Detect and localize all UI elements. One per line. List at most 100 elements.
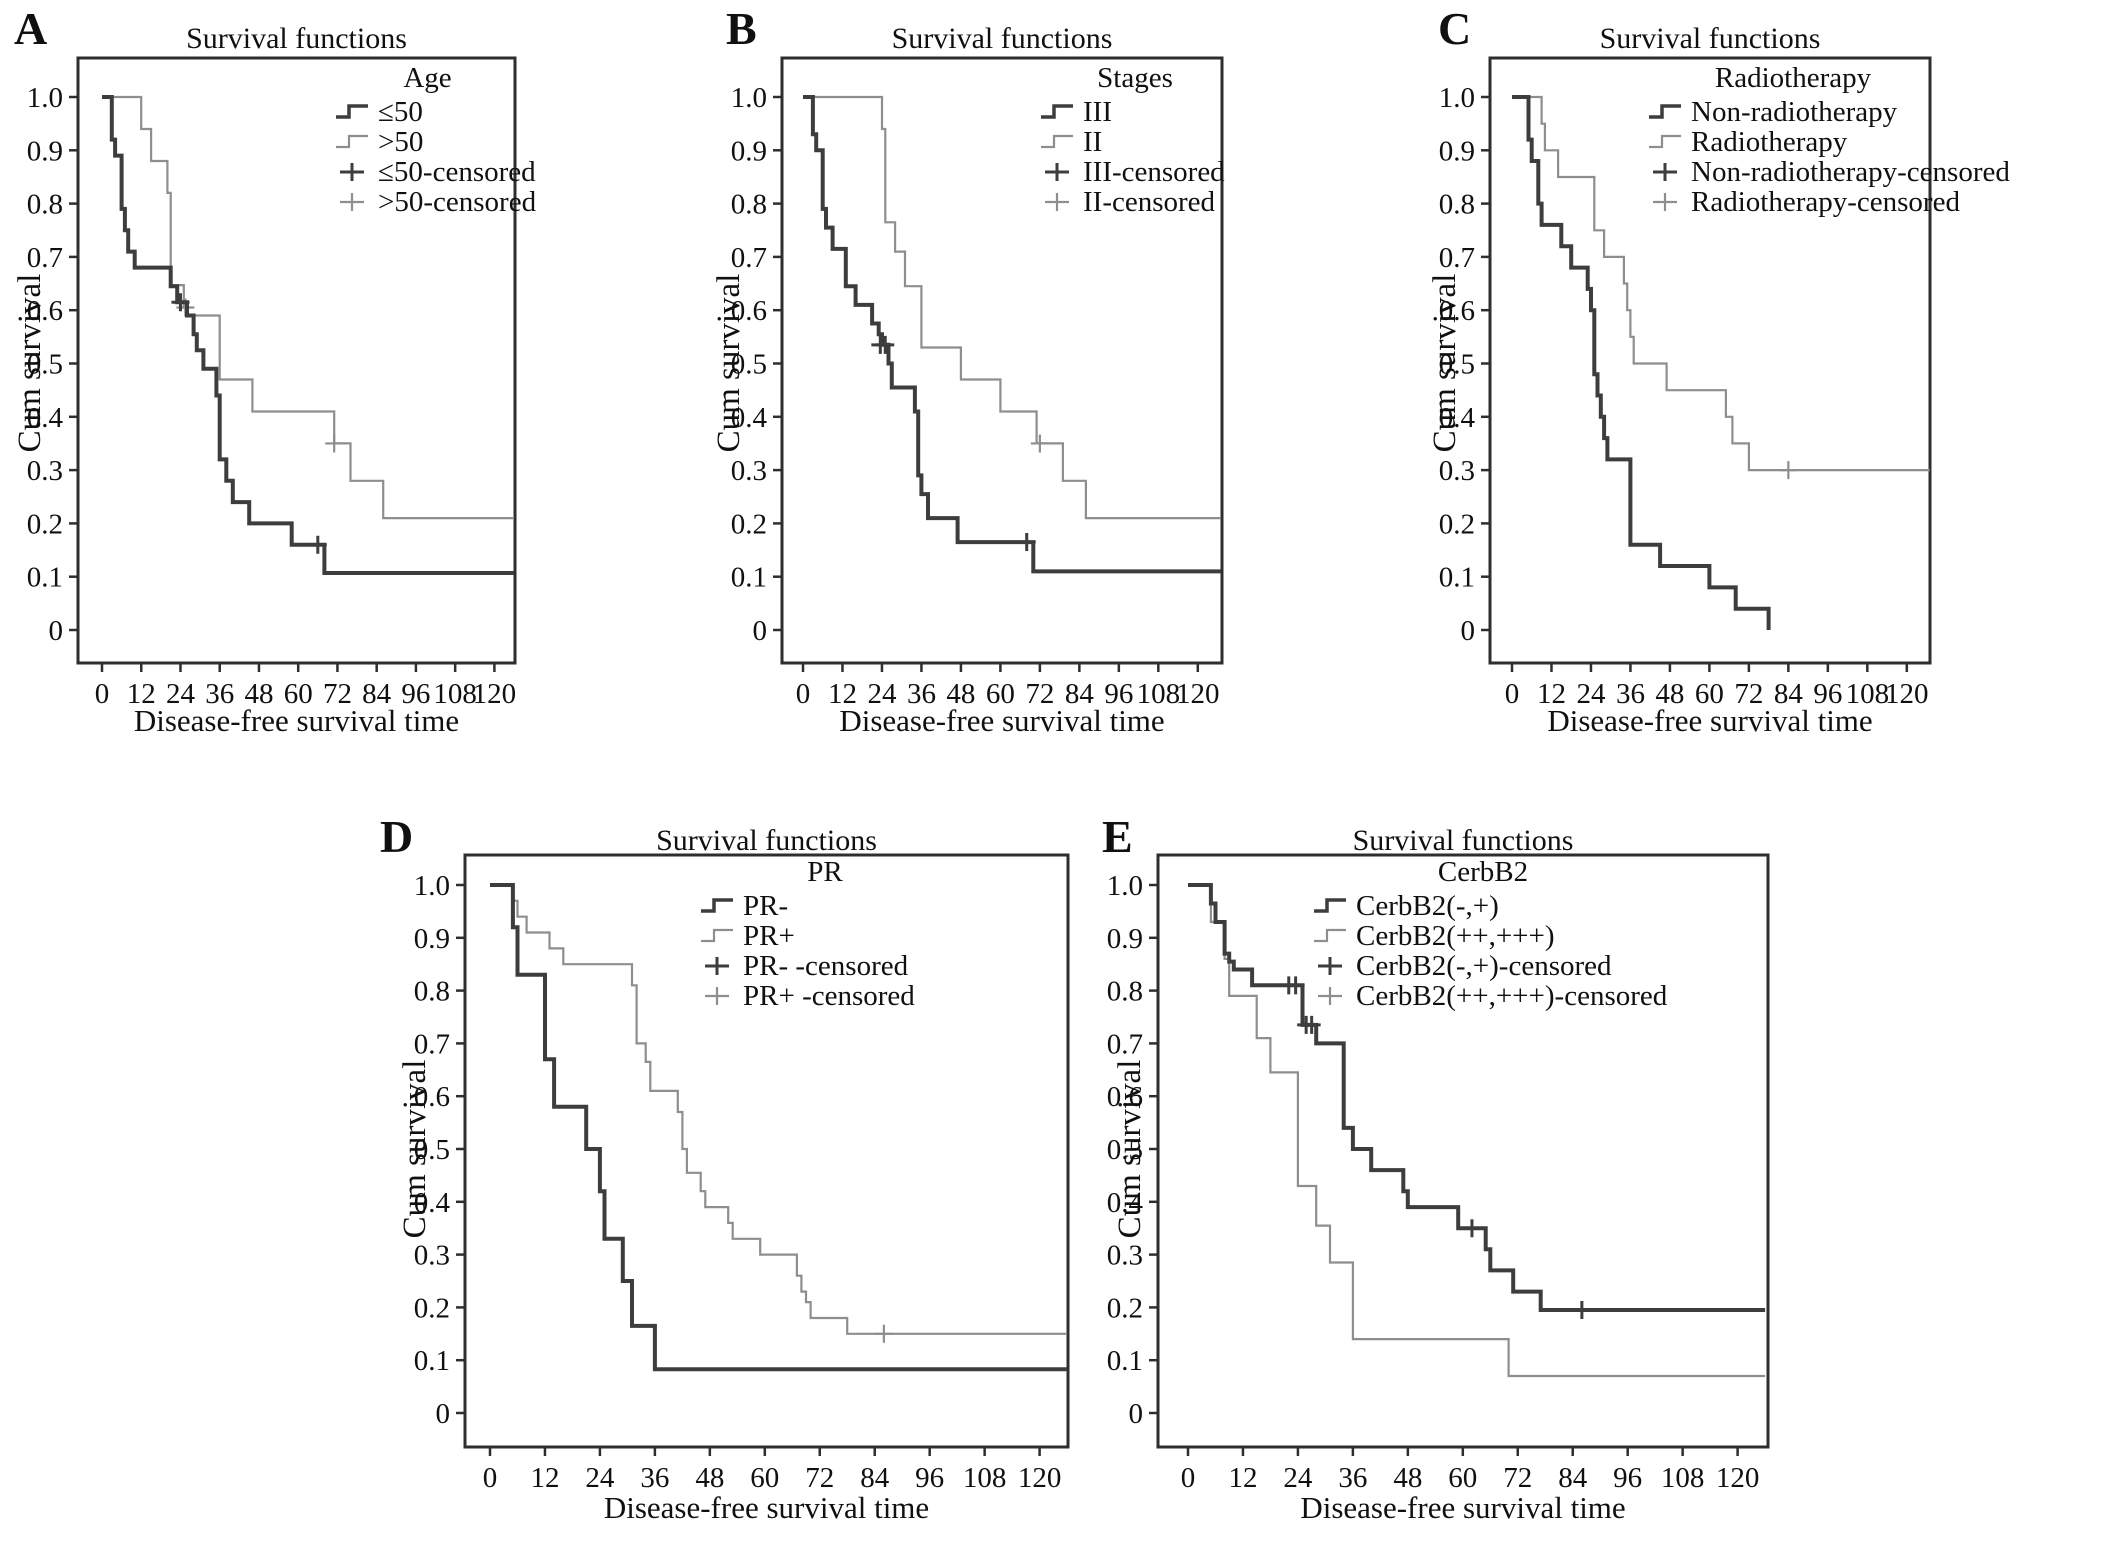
x-tick-label: 120 — [1885, 678, 1929, 710]
x-tick-label: 24 — [867, 678, 897, 710]
y-tick-label: 0.1 — [27, 562, 63, 594]
legend-title: PR — [807, 856, 843, 888]
x-tick-label: 0 — [1181, 1462, 1196, 1494]
y-tick-label: 0.4 — [27, 402, 64, 434]
legend-title: Stages — [1097, 62, 1173, 94]
legend-item: II-censored — [1040, 187, 1230, 217]
legend-title: CerbB2 — [1437, 856, 1529, 888]
x-axis-label: Disease-free survival time — [133, 703, 460, 738]
x-tick-label: 108 — [963, 1462, 1007, 1494]
y-tick-label: 0.2 — [1107, 1292, 1143, 1324]
x-tick-label: 0 — [1505, 678, 1520, 710]
legend-title: Age — [403, 62, 452, 94]
x-axis-label: Disease-free survival time — [1547, 703, 1873, 738]
step-line-icon — [1041, 134, 1073, 149]
x-tick-label: 0 — [796, 678, 811, 710]
x-tick-label: 84 — [1065, 678, 1095, 710]
y-axis-ticks: 1.0 0.9 0.8 0.7 0.6 0.5 0.4 0.3 0.2 0.1 0 — [414, 870, 465, 1430]
y-axis-ticks: 1.0 0.9 0.8 0.7 0.6 0.5 0.4 0.3 0.2 0.1 0 — [731, 82, 782, 647]
survival-curve — [1512, 95, 1930, 472]
plus-icon — [1017, 533, 1036, 552]
x-tick-label: 24 — [166, 678, 196, 710]
y-tick-label: 0.8 — [1107, 976, 1143, 1008]
legend-label: Radiotherapy — [1691, 126, 1848, 158]
y-axis-label: Cum survival — [1427, 273, 1463, 453]
legend-item: Non-radiotherapy — [1648, 97, 1938, 127]
step-line-icon — [1314, 928, 1346, 943]
y-tick-label: 0.4 — [1439, 402, 1476, 434]
y-tick-label: 1.0 — [1439, 82, 1475, 114]
x-tick-label: 12 — [127, 678, 156, 710]
y-tick-label: 0.8 — [1439, 189, 1475, 221]
x-tick-label: 36 — [1616, 678, 1645, 710]
y-tick-label: 1.0 — [27, 82, 63, 114]
y-tick-label: 0.5 — [731, 349, 767, 381]
x-tick-label: 24 — [585, 1462, 615, 1494]
chart-panel-d: D Survival functions 1.0 0.9 0.8 0.7 0.6 0.5 0… — [370, 800, 1110, 1545]
y-tick-label: 0.2 — [414, 1292, 450, 1324]
legend-label: >50-censored — [378, 186, 537, 218]
y-tick-label: 0.9 — [731, 135, 767, 167]
plus-icon — [1462, 1219, 1481, 1238]
plus-icon — [1030, 434, 1049, 453]
plus-icon — [705, 957, 729, 975]
legend-item: PR+ — [700, 921, 950, 951]
legend-label: PR- -censored — [743, 950, 909, 982]
chart-title: Survival functions — [186, 22, 407, 55]
y-tick-label: 0.8 — [731, 189, 767, 221]
y-tick-label: 0 — [1129, 1398, 1144, 1430]
x-tick-label: 96 — [1813, 678, 1842, 710]
y-tick-label: 0.6 — [1107, 1081, 1143, 1113]
x-axis-label: Disease-free survival time — [603, 1490, 930, 1525]
y-tick-label: 0.5 — [414, 1134, 450, 1166]
plus-icon — [1653, 193, 1677, 211]
x-tick-label: 36 — [1338, 1462, 1367, 1494]
censor-marks — [1030, 434, 1049, 453]
survival-plot: 1.0 0.9 0.8 0.7 0.6 0.5 0.4 0.3 0.2 0.1 0 0 12 24 36 48… — [1107, 853, 1770, 1494]
y-tick-label: 0.4 — [414, 1187, 451, 1219]
x-tick-label: 36 — [907, 678, 936, 710]
x-tick-label: 60 — [1448, 1462, 1477, 1494]
x-tick-label: 48 — [1655, 678, 1684, 710]
censor-marks — [874, 1324, 893, 1343]
y-tick-label: 0 — [1461, 615, 1476, 647]
x-tick-label: 48 — [946, 678, 975, 710]
panel-letter: B — [726, 3, 757, 54]
y-tick-label: 0.7 — [731, 242, 767, 274]
y-tick-label: 0.7 — [27, 242, 63, 274]
survival-curve — [1512, 95, 1771, 630]
x-tick-label: 0 — [95, 678, 110, 710]
y-tick-label: 0.7 — [1439, 242, 1475, 274]
legend-label: II — [1083, 126, 1103, 158]
y-axis-ticks: 1.0 0.9 0.8 0.7 0.6 0.5 0.4 0.3 0.2 0.1 0 — [27, 82, 78, 647]
plus-icon — [340, 193, 364, 211]
plot-box — [463, 853, 1070, 1449]
legend-label: Radiotherapy-censored — [1691, 186, 1960, 218]
y-tick-label: 0.6 — [731, 295, 767, 327]
x-tick-label: 72 — [805, 1462, 834, 1494]
x-tick-label: 24 — [1283, 1462, 1313, 1494]
legend-item: III — [1040, 97, 1230, 127]
y-tick-label: 0.2 — [27, 508, 63, 540]
plus-icon — [1779, 461, 1798, 480]
survival-curve — [490, 883, 1068, 1335]
legend-item: PR- — [700, 891, 950, 921]
panel-letter: E — [1102, 811, 1133, 862]
legend-item: II — [1040, 127, 1230, 157]
legend-label: PR- — [743, 890, 789, 922]
x-tick-label: 96 — [401, 678, 430, 710]
x-tick-label: 72 — [1503, 1462, 1532, 1494]
y-tick-label: 0.7 — [1107, 1028, 1143, 1060]
y-tick-label: 0.3 — [27, 455, 63, 487]
legend: Age ≤50 >50 ≤50-censored >50-censored — [335, 62, 536, 217]
y-tick-label: 0.1 — [414, 1345, 450, 1377]
legend-label: PR+ — [743, 920, 795, 952]
x-tick-label: 48 — [1393, 1462, 1422, 1494]
y-tick-label: 0 — [753, 615, 768, 647]
plus-icon — [874, 1324, 893, 1343]
